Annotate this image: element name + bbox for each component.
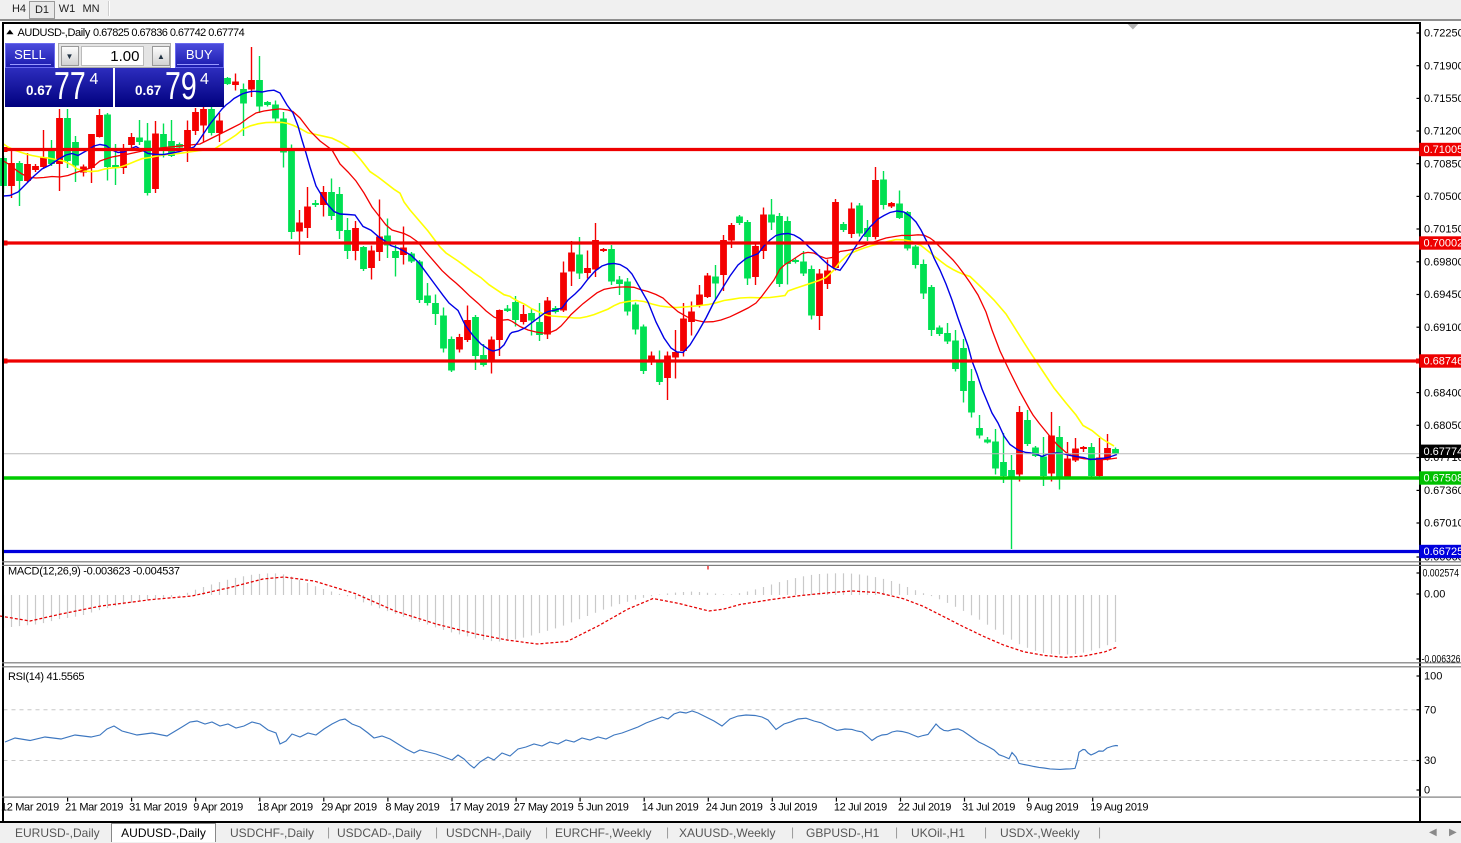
svg-text:9 Apr 2019: 9 Apr 2019 — [193, 802, 243, 814]
svg-text:27 May 2019: 27 May 2019 — [514, 802, 574, 814]
svg-text:5 Jun 2019: 5 Jun 2019 — [578, 802, 629, 814]
svg-text:8 May 2019: 8 May 2019 — [385, 802, 439, 814]
svg-text:22 Jul 2019: 22 Jul 2019 — [898, 802, 951, 814]
svg-text:18 Apr 2019: 18 Apr 2019 — [257, 802, 313, 814]
svg-text:0.70500: 0.70500 — [1424, 191, 1461, 203]
svg-text:70: 70 — [1424, 705, 1436, 717]
svg-text:0.71550: 0.71550 — [1424, 93, 1461, 105]
svg-text:0.67360: 0.67360 — [1424, 485, 1461, 497]
svg-text:0.68746: 0.68746 — [1424, 356, 1461, 368]
svg-text:0.00: 0.00 — [1424, 589, 1445, 601]
svg-text:0.002574: 0.002574 — [1423, 568, 1460, 580]
svg-text:12 Jul 2019: 12 Jul 2019 — [834, 802, 887, 814]
svg-text:17 May 2019: 17 May 2019 — [450, 802, 510, 814]
svg-text:0.69100: 0.69100 — [1424, 322, 1461, 334]
svg-text:0.69450: 0.69450 — [1424, 289, 1461, 301]
svg-text:0.68400: 0.68400 — [1424, 387, 1461, 399]
svg-text:3 Jul 2019: 3 Jul 2019 — [770, 802, 817, 814]
svg-text:29 Apr 2019: 29 Apr 2019 — [321, 802, 377, 814]
svg-text:0.71900: 0.71900 — [1424, 60, 1461, 72]
svg-text:0.70150: 0.70150 — [1424, 224, 1461, 236]
svg-text:0.71200: 0.71200 — [1424, 126, 1461, 138]
svg-text:24 Jun 2019: 24 Jun 2019 — [706, 802, 763, 814]
svg-text:21 Mar 2019: 21 Mar 2019 — [65, 802, 123, 814]
svg-text:31 Mar 2019: 31 Mar 2019 — [129, 802, 187, 814]
svg-text:0.66725: 0.66725 — [1424, 546, 1461, 558]
svg-text:0.70002: 0.70002 — [1424, 238, 1461, 250]
svg-text:0.72250: 0.72250 — [1424, 28, 1461, 40]
svg-text:0: 0 — [1424, 785, 1430, 797]
svg-text:19 Aug 2019: 19 Aug 2019 — [1090, 802, 1148, 814]
svg-text:31 Jul 2019: 31 Jul 2019 — [962, 802, 1015, 814]
svg-text:0.68050: 0.68050 — [1424, 420, 1461, 432]
svg-text:0.70850: 0.70850 — [1424, 158, 1461, 170]
svg-text:100: 100 — [1424, 671, 1442, 683]
svg-text:AUDUSD-,Daily: AUDUSD-,Daily — [18, 27, 91, 39]
svg-text:0.67010: 0.67010 — [1424, 518, 1461, 530]
svg-text:30: 30 — [1424, 755, 1436, 767]
svg-text:0.67825 0.67836 0.67742 0.6777: 0.67825 0.67836 0.67742 0.67774 — [93, 27, 245, 39]
svg-text:0.67774: 0.67774 — [1424, 446, 1461, 458]
svg-text:0.69800: 0.69800 — [1424, 257, 1461, 269]
svg-text:12 Mar 2019: 12 Mar 2019 — [1, 802, 59, 814]
svg-text:0.71005: 0.71005 — [1424, 144, 1461, 156]
svg-text:MACD(12,26,9) -0.003623 -0.004: MACD(12,26,9) -0.003623 -0.004537 — [8, 566, 180, 578]
svg-text:0.67508: 0.67508 — [1424, 473, 1461, 485]
svg-text:-0.006326: -0.006326 — [1422, 654, 1461, 666]
svg-text:RSI(14) 41.5565: RSI(14) 41.5565 — [8, 671, 84, 683]
svg-text:14 Jun 2019: 14 Jun 2019 — [642, 802, 699, 814]
svg-text:9 Aug 2019: 9 Aug 2019 — [1026, 802, 1078, 814]
